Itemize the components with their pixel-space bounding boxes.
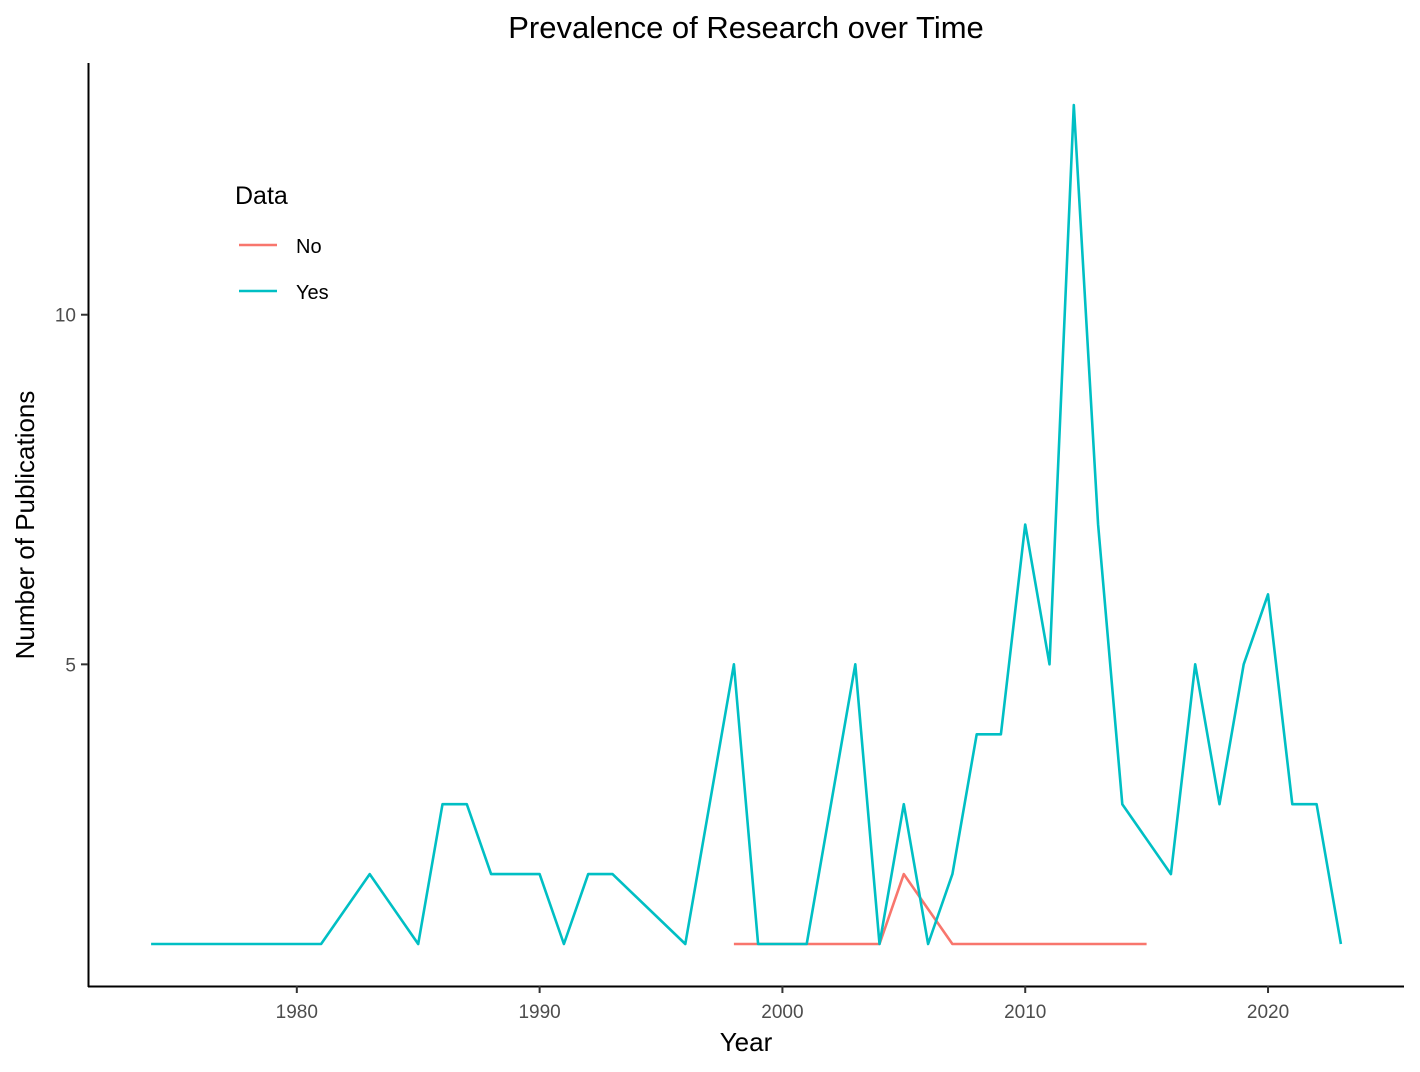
legend: Data No Yes (235, 182, 329, 304)
series-line-yes (151, 103, 1343, 946)
x-tick-label: 2000 (761, 1002, 803, 1023)
x-tick-label: 1980 (276, 1002, 318, 1023)
legend-title: Data (235, 182, 288, 210)
y-tick-label: 5 (65, 655, 76, 676)
series-layer (151, 103, 1343, 946)
y-tick-label: 10 (55, 306, 76, 327)
legend-label-yes: Yes (296, 282, 329, 304)
y-axis-title: Number of Publications (10, 391, 40, 660)
x-tick-label: 2010 (1004, 1002, 1046, 1023)
chart-title: Prevalence of Research over Time (508, 10, 984, 45)
x-axis-title: Year (720, 1027, 773, 1057)
y-tick-layer: 5 10 (55, 306, 88, 676)
legend-label-no: No (296, 236, 322, 258)
x-tick-label: 1990 (518, 1002, 560, 1023)
x-tick-layer: 1980 1990 2000 2010 2020 (276, 986, 1289, 1023)
x-tick-label: 2020 (1247, 1002, 1289, 1023)
